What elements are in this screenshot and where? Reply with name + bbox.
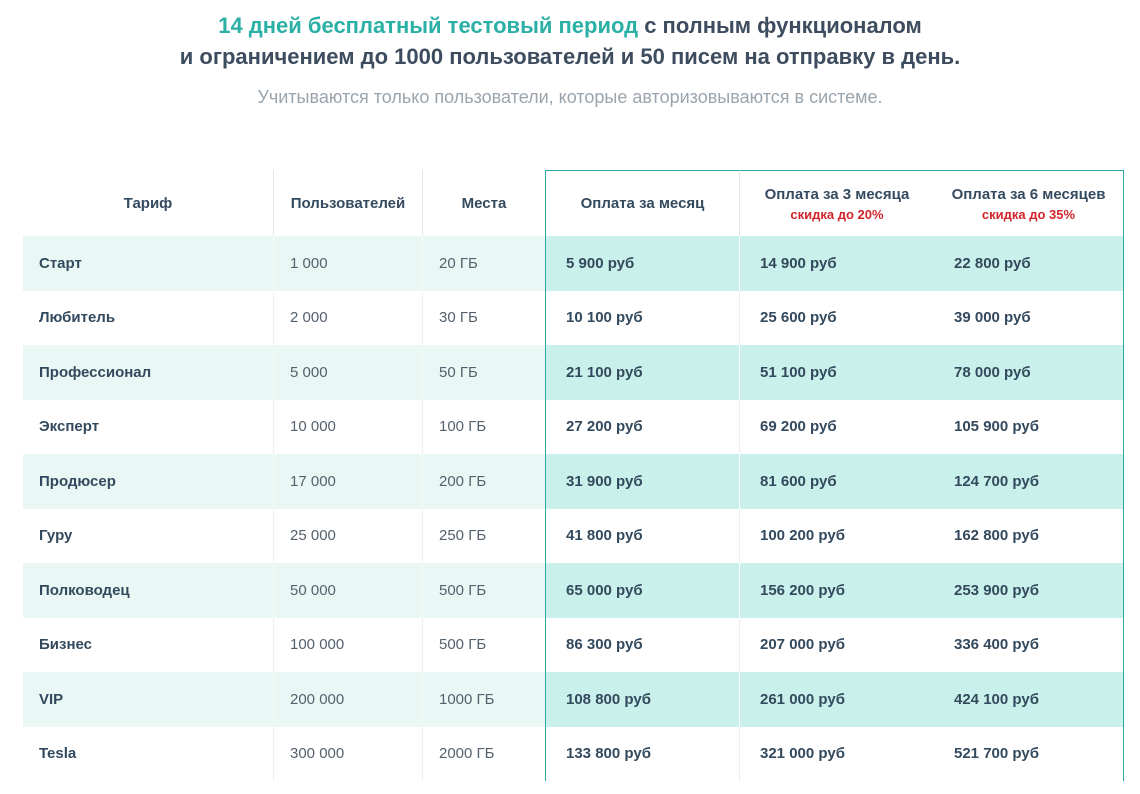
- pricing-row: Старт 1 000 20 ГБ 5 900 руб 14 900 руб 2…: [23, 236, 1124, 291]
- users-cell: 2 000: [273, 290, 422, 345]
- storage-cell: 1000 ГБ: [422, 672, 545, 727]
- pricing-table-body: Старт 1 000 20 ГБ 5 900 руб 14 900 руб 2…: [23, 236, 1124, 781]
- column-header-3-months-label: Оплата за 3 месяца: [764, 185, 910, 203]
- price-month-cell: 31 900 руб: [545, 454, 739, 509]
- price-month-cell: 108 800 руб: [545, 672, 739, 727]
- price-3-months-cell: 81 600 руб: [739, 454, 934, 509]
- tariff-cell: Гуру: [23, 508, 273, 563]
- pricing-row: Профессионал 5 000 50 ГБ 21 100 руб 51 1…: [23, 345, 1124, 400]
- storage-cell: 2000 ГБ: [422, 726, 545, 781]
- price-6-months-cell: 78 000 руб: [934, 345, 1124, 400]
- price-6-months-cell: 424 100 руб: [934, 672, 1124, 727]
- pricing-row: VIP 200 000 1000 ГБ 108 800 руб 261 000 …: [23, 672, 1124, 727]
- pricing-row: Любитель 2 000 30 ГБ 10 100 руб 25 600 р…: [23, 290, 1124, 345]
- pricing-row: Эксперт 10 000 100 ГБ 27 200 руб 69 200 …: [23, 399, 1124, 454]
- column-header-storage: Места: [422, 170, 545, 236]
- column-header-tariff: Тариф: [23, 170, 273, 236]
- price-6-months-cell: 39 000 руб: [934, 290, 1124, 345]
- price-3-months-cell: 100 200 руб: [739, 508, 934, 563]
- price-3-months-cell: 321 000 руб: [739, 726, 934, 781]
- pricing-row: Полководец 50 000 500 ГБ 65 000 руб 156 …: [23, 563, 1124, 618]
- column-header-month: Оплата за месяц: [545, 170, 739, 236]
- trial-title-line1: 14 дней бесплатный тестовый период с пол…: [0, 10, 1140, 41]
- price-3-months-cell: 25 600 руб: [739, 290, 934, 345]
- tariff-cell: VIP: [23, 672, 273, 727]
- column-header-6-months: Оплата за 6 месяцев скидка до 35%: [934, 170, 1124, 236]
- price-month-cell: 133 800 руб: [545, 726, 739, 781]
- tariff-cell: Продюсер: [23, 454, 273, 509]
- column-header-3-months: Оплата за 3 месяца скидка до 20%: [739, 170, 934, 236]
- price-6-months-cell: 124 700 руб: [934, 454, 1124, 509]
- price-3-months-cell: 261 000 руб: [739, 672, 934, 727]
- trial-title-rest: с полным функционалом: [638, 13, 922, 38]
- price-6-months-cell: 105 900 руб: [934, 399, 1124, 454]
- trial-title-highlight: 14 дней бесплатный тестовый период: [218, 13, 639, 38]
- price-month-cell: 10 100 руб: [545, 290, 739, 345]
- trial-title-line2: и ограничением до 1000 пользователей и 5…: [179, 44, 961, 69]
- price-month-cell: 21 100 руб: [545, 345, 739, 400]
- price-month-cell: 41 800 руб: [545, 508, 739, 563]
- price-6-months-cell: 336 400 руб: [934, 617, 1124, 672]
- trial-intro: 14 дней бесплатный тестовый период с пол…: [0, 0, 1140, 108]
- price-3-months-cell: 156 200 руб: [739, 563, 934, 618]
- storage-cell: 20 ГБ: [422, 236, 545, 291]
- storage-cell: 250 ГБ: [422, 508, 545, 563]
- discount-badge-35: скидка до 35%: [981, 206, 1076, 222]
- price-3-months-cell: 14 900 руб: [739, 236, 934, 291]
- tariff-cell: Старт: [23, 236, 273, 291]
- users-cell: 17 000: [273, 454, 422, 509]
- users-cell: 10 000: [273, 399, 422, 454]
- price-6-months-cell: 521 700 руб: [934, 726, 1124, 781]
- users-cell: 50 000: [273, 563, 422, 618]
- tariff-cell: Полководец: [23, 563, 273, 618]
- tariff-cell: Профессионал: [23, 345, 273, 400]
- pricing-row: Гуру 25 000 250 ГБ 41 800 руб 100 200 ру…: [23, 508, 1124, 563]
- price-month-cell: 5 900 руб: [545, 236, 739, 291]
- pricing-row: Бизнес 100 000 500 ГБ 86 300 руб 207 000…: [23, 617, 1124, 672]
- tariff-cell: Любитель: [23, 290, 273, 345]
- price-6-months-cell: 22 800 руб: [934, 236, 1124, 291]
- pricing-table: Тариф Пользователей Места Оплата за меся…: [23, 170, 1124, 781]
- price-3-months-cell: 207 000 руб: [739, 617, 934, 672]
- users-cell: 200 000: [273, 672, 422, 727]
- column-header-6-months-label: Оплата за 6 месяцев: [951, 185, 1106, 203]
- tariff-cell: Tesla: [23, 726, 273, 781]
- users-cell: 25 000: [273, 508, 422, 563]
- price-6-months-cell: 162 800 руб: [934, 508, 1124, 563]
- pricing-row: Tesla 300 000 2000 ГБ 133 800 руб 321 00…: [23, 726, 1124, 781]
- price-3-months-cell: 51 100 руб: [739, 345, 934, 400]
- storage-cell: 30 ГБ: [422, 290, 545, 345]
- pricing-table-header: Тариф Пользователей Места Оплата за меся…: [23, 170, 1124, 236]
- price-month-cell: 27 200 руб: [545, 399, 739, 454]
- users-cell: 1 000: [273, 236, 422, 291]
- storage-cell: 100 ГБ: [422, 399, 545, 454]
- price-month-cell: 65 000 руб: [545, 563, 739, 618]
- column-header-month-label: Оплата за месяц: [580, 195, 705, 212]
- users-cell: 5 000: [273, 345, 422, 400]
- storage-cell: 200 ГБ: [422, 454, 545, 509]
- storage-cell: 500 ГБ: [422, 617, 545, 672]
- column-header-users: Пользователей: [273, 170, 422, 236]
- price-month-cell: 86 300 руб: [545, 617, 739, 672]
- price-6-months-cell: 253 900 руб: [934, 563, 1124, 618]
- users-cell: 100 000: [273, 617, 422, 672]
- tariff-cell: Бизнес: [23, 617, 273, 672]
- discount-badge-20: скидка до 20%: [790, 206, 884, 222]
- users-cell: 300 000: [273, 726, 422, 781]
- pricing-row: Продюсер 17 000 200 ГБ 31 900 руб 81 600…: [23, 454, 1124, 509]
- storage-cell: 500 ГБ: [422, 563, 545, 618]
- trial-subtitle: Учитываются только пользователи, которые…: [257, 87, 883, 107]
- price-3-months-cell: 69 200 руб: [739, 399, 934, 454]
- tariff-cell: Эксперт: [23, 399, 273, 454]
- storage-cell: 50 ГБ: [422, 345, 545, 400]
